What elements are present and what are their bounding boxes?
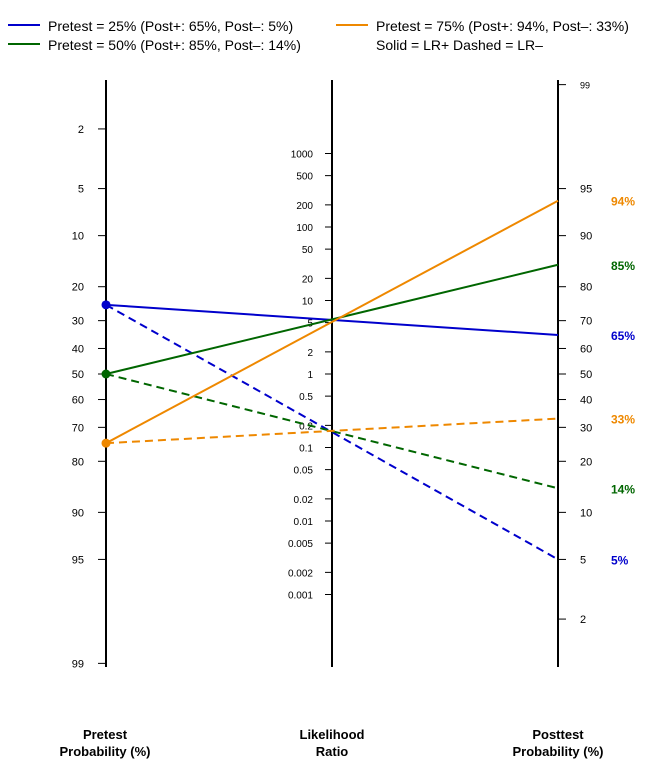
posttest-tick-label: 2 — [580, 614, 586, 626]
series-75-post-positive-label: 94% — [611, 195, 635, 209]
pretest-tick-label: 50 — [72, 369, 84, 381]
lr-tick-label: 0.001 — [288, 591, 313, 602]
lr-tick-label: 0.005 — [288, 539, 313, 550]
series-50-post-negative-label: 14% — [611, 482, 635, 496]
series-75-lr-positive-line — [105, 199, 559, 445]
posttest-tick-label: 60 — [580, 343, 592, 355]
pretest-tick-label: 95 — [72, 554, 84, 566]
series-25-post-negative-label: 5% — [611, 553, 629, 567]
lr-tick-label: 200 — [296, 201, 313, 212]
lr-tick-label: 1 — [307, 370, 313, 381]
posttest-tick-label: 20 — [580, 456, 592, 468]
lr-tick-label: 100 — [296, 223, 313, 234]
series-75-pretest-point — [101, 438, 111, 448]
posttest-tick-label: 30 — [580, 422, 592, 434]
legend-swatch — [8, 24, 40, 27]
series-25-lr-negative-line — [105, 303, 559, 561]
posttest-tick-label: 99 — [580, 81, 590, 91]
legend-label: Pretest = 25% (Post+: 65%, Post–: 5%) — [48, 18, 294, 34]
posttest-axis-title-line2: Probability (%) — [512, 744, 604, 759]
legend: Pretest = 25% (Post+: 65%, Post–: 5%) Pr… — [0, 0, 653, 60]
series-50-pretest-point — [101, 369, 111, 379]
pretest-tick-label: 60 — [72, 395, 84, 407]
pretest-axis-title-line1: Pretest — [82, 727, 128, 742]
series-75-post-negative-label: 33% — [611, 413, 635, 427]
lr-tick-label: 0.02 — [294, 495, 314, 506]
lr-tick-label: 2 — [307, 348, 313, 359]
labels-layer: 65% 5% 85% 14% 94% 33% — [611, 195, 635, 568]
legend-item-pretest-25: Pretest = 25% (Post+: 65%, Post–: 5%) — [8, 17, 293, 35]
legend-label: Pretest = 75% (Post+: 94%, Post–: 33%) — [376, 18, 629, 34]
series-75-lr-negative-line — [105, 417, 559, 445]
lr-tick-label: 1000 — [291, 150, 314, 161]
axes-layer: 2 5 10 20 30 40 50 60 70 80 90 95 99 1000 500 200 100 50 2… — [72, 80, 592, 670]
lr-tick-label: 0.5 — [299, 392, 313, 403]
series-50-post-positive-label: 85% — [611, 259, 635, 273]
lr-axis-title-line1: Likelihood — [299, 727, 365, 742]
legend-label: Pretest = 50% (Post+: 85%, Post–: 14%) — [48, 37, 301, 53]
lr-tick-label: 500 — [296, 172, 313, 183]
pretest-axis-title: Pretest Probability (%) — [25, 726, 185, 760]
pretest-tick-label: 99 — [72, 658, 84, 670]
pretest-axis-title-line2: Probability (%) — [59, 744, 151, 759]
lr-tick-label: 0.2 — [299, 421, 313, 432]
lr-axis-title-line2: Ratio — [315, 744, 349, 759]
legend-swatch — [336, 24, 368, 27]
pretest-tick-label: 70 — [72, 422, 84, 434]
pretest-tick-label: 90 — [72, 507, 84, 519]
posttest-tick-label: 50 — [580, 369, 592, 381]
posttest-tick-label: 70 — [580, 316, 592, 328]
lr-tick-label: 0.002 — [288, 568, 313, 579]
posttest-tick-label: 5 — [580, 554, 586, 566]
pretest-tick-label: 2 — [78, 124, 84, 136]
posttest-tick-label: 90 — [580, 231, 592, 243]
legend-swatch — [8, 43, 40, 46]
lr-axis-title: Likelihood Ratio — [252, 726, 412, 760]
posttest-tick-label: 80 — [580, 282, 592, 294]
pretest-tick-label: 30 — [72, 316, 84, 328]
pretest-tick-label: 80 — [72, 456, 84, 468]
lr-tick-label: 0.05 — [294, 466, 314, 477]
series-25-post-positive-label: 65% — [611, 329, 635, 343]
legend-item-pretest-75: Pretest = 75% (Post+: 94%, Post–: 33%) — [336, 17, 629, 35]
lr-tick-label: 0.01 — [294, 517, 314, 528]
pretest-tick-label: 40 — [72, 343, 84, 355]
posttest-tick-label: 95 — [580, 184, 592, 196]
series-25-pretest-point — [101, 300, 111, 310]
lines-layer — [101, 199, 559, 561]
series-50-lr-positive-line — [105, 263, 559, 375]
posttest-axis-title-line1: Posttest — [532, 727, 584, 742]
lr-tick-label: 10 — [302, 297, 314, 308]
pretest-tick-label: 5 — [78, 184, 84, 196]
pretest-tick-label: 10 — [72, 231, 84, 243]
lr-tick-label: 20 — [302, 274, 314, 285]
pretest-tick-label: 20 — [72, 282, 84, 294]
lr-tick-label: 50 — [302, 245, 314, 256]
posttest-tick-label: 10 — [580, 507, 592, 519]
legend-line-style-note: Solid = LR+ Dashed = LR– — [376, 37, 543, 53]
posttest-axis-title: Posttest Probability (%) — [478, 726, 638, 760]
posttest-tick-label: 40 — [580, 395, 592, 407]
legend-item-pretest-50: Pretest = 50% (Post+: 85%, Post–: 14%) — [8, 36, 301, 54]
lr-tick-label: 0.1 — [299, 444, 313, 455]
